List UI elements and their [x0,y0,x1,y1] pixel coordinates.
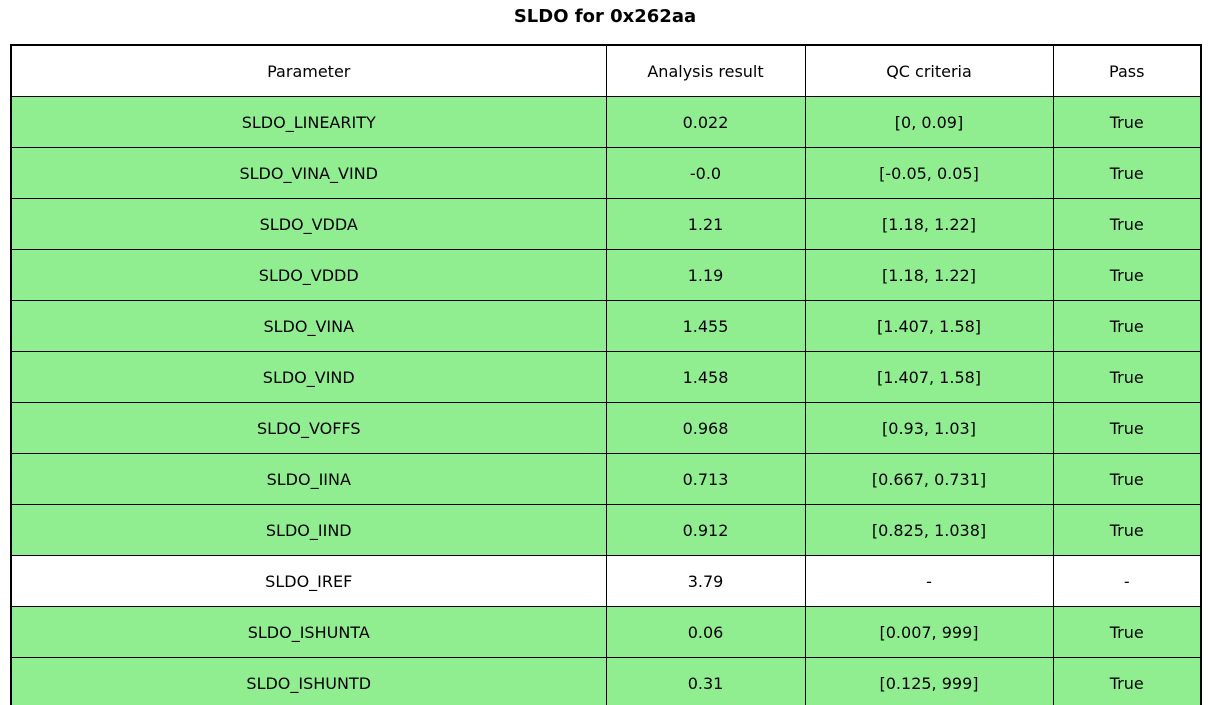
table-row: SLDO_VINA_VIND -0.0 [-0.05, 0.05] True [10,147,1202,199]
qc-criteria-cell: [-0.05, 0.05] [804,147,1054,199]
table-row: SLDO_LINEARITY 0.022 [0, 0.09] True [10,96,1202,148]
table-row: SLDO_VOFFS 0.968 [0.93, 1.03] True [10,402,1202,454]
column-header-analysis-result: Analysis result [605,44,806,97]
column-header-qc-criteria: QC criteria [804,44,1054,97]
qc-criteria-cell: [0, 0.09] [804,96,1054,148]
parameter-cell: SLDO_ISHUNTA [10,606,607,658]
analysis-result-cell: -0.0 [605,147,806,199]
analysis-result-cell: 3.79 [605,555,806,607]
qc-criteria-cell: [0.825, 1.038] [804,504,1054,556]
table-row: SLDO_IINA 0.713 [0.667, 0.731] True [10,453,1202,505]
qc-criteria-cell: - [804,555,1054,607]
table-row: SLDO_VINA 1.455 [1.407, 1.58] True [10,300,1202,352]
table-row: SLDO_ISHUNTD 0.31 [0.125, 999] True [10,657,1202,705]
analysis-result-cell: 0.912 [605,504,806,556]
parameter-cell: SLDO_VINA [10,300,607,352]
pass-cell: True [1052,249,1202,301]
qc-criteria-cell: [0.125, 999] [804,657,1054,705]
parameter-cell: SLDO_IIND [10,504,607,556]
qc-criteria-cell: [1.407, 1.58] [804,300,1054,352]
parameter-cell: SLDO_ISHUNTD [10,657,607,705]
pass-cell: True [1052,402,1202,454]
parameter-cell: SLDO_IREF [10,555,607,607]
pass-cell: True [1052,606,1202,658]
analysis-result-cell: 1.19 [605,249,806,301]
pass-cell: True [1052,147,1202,199]
table-row: SLDO_IIND 0.912 [0.825, 1.038] True [10,504,1202,556]
pass-cell: True [1052,198,1202,250]
qc-criteria-cell: [1.18, 1.22] [804,249,1054,301]
parameter-cell: SLDO_VDDD [10,249,607,301]
parameter-cell: SLDO_IINA [10,453,607,505]
analysis-result-cell: 0.022 [605,96,806,148]
pass-cell: True [1052,657,1202,705]
qc-results-table: Parameter Analysis result QC criteria Pa… [10,44,1202,705]
parameter-cell: SLDO_VOFFS [10,402,607,454]
analysis-result-cell: 1.21 [605,198,806,250]
table-header: Parameter Analysis result QC criteria Pa… [10,44,1202,97]
figure-title: SLDO for 0x262aa [513,6,697,27]
pass-cell: True [1052,453,1202,505]
analysis-result-cell: 1.455 [605,300,806,352]
qc-criteria-cell: [0.007, 999] [804,606,1054,658]
header-row: Parameter Analysis result QC criteria Pa… [10,44,1202,97]
qc-criteria-cell: [1.18, 1.22] [804,198,1054,250]
table-row: SLDO_VIND 1.458 [1.407, 1.58] True [10,351,1202,403]
analysis-result-cell: 0.06 [605,606,806,658]
pass-cell: True [1052,300,1202,352]
qc-criteria-cell: [0.93, 1.03] [804,402,1054,454]
column-header-pass: Pass [1052,44,1202,97]
parameter-cell: SLDO_LINEARITY [10,96,607,148]
analysis-result-cell: 0.968 [605,402,806,454]
pass-cell: True [1052,504,1202,556]
pass-cell: True [1052,96,1202,148]
table-body: SLDO_LINEARITY 0.022 [0, 0.09] True SLDO_VIN… [10,96,1202,705]
table-row: SLDO_IREF 3.79- - [10,555,1202,607]
column-header-parameter: Parameter [10,44,607,97]
table-row: SLDO_VDDA 1.21 [1.18, 1.22] True [10,198,1202,250]
table-row: SLDO_ISHUNTA 0.06 [0.007, 999] True [10,606,1202,658]
analysis-result-cell: 0.713 [605,453,806,505]
analysis-result-cell: 1.458 [605,351,806,403]
pass-cell: - [1052,555,1202,607]
pass-cell: True [1052,351,1202,403]
parameter-cell: SLDO_VDDA [10,198,607,250]
table-row: SLDO_VDDD 1.19 [1.18, 1.22] True [10,249,1202,301]
parameter-cell: SLDO_VINA_VIND [10,147,607,199]
qc-criteria-cell: [0.667, 0.731] [804,453,1054,505]
analysis-result-cell: 0.31 [605,657,806,705]
parameter-cell: SLDO_VIND [10,351,607,403]
qc-criteria-cell: [1.407, 1.58] [804,351,1054,403]
